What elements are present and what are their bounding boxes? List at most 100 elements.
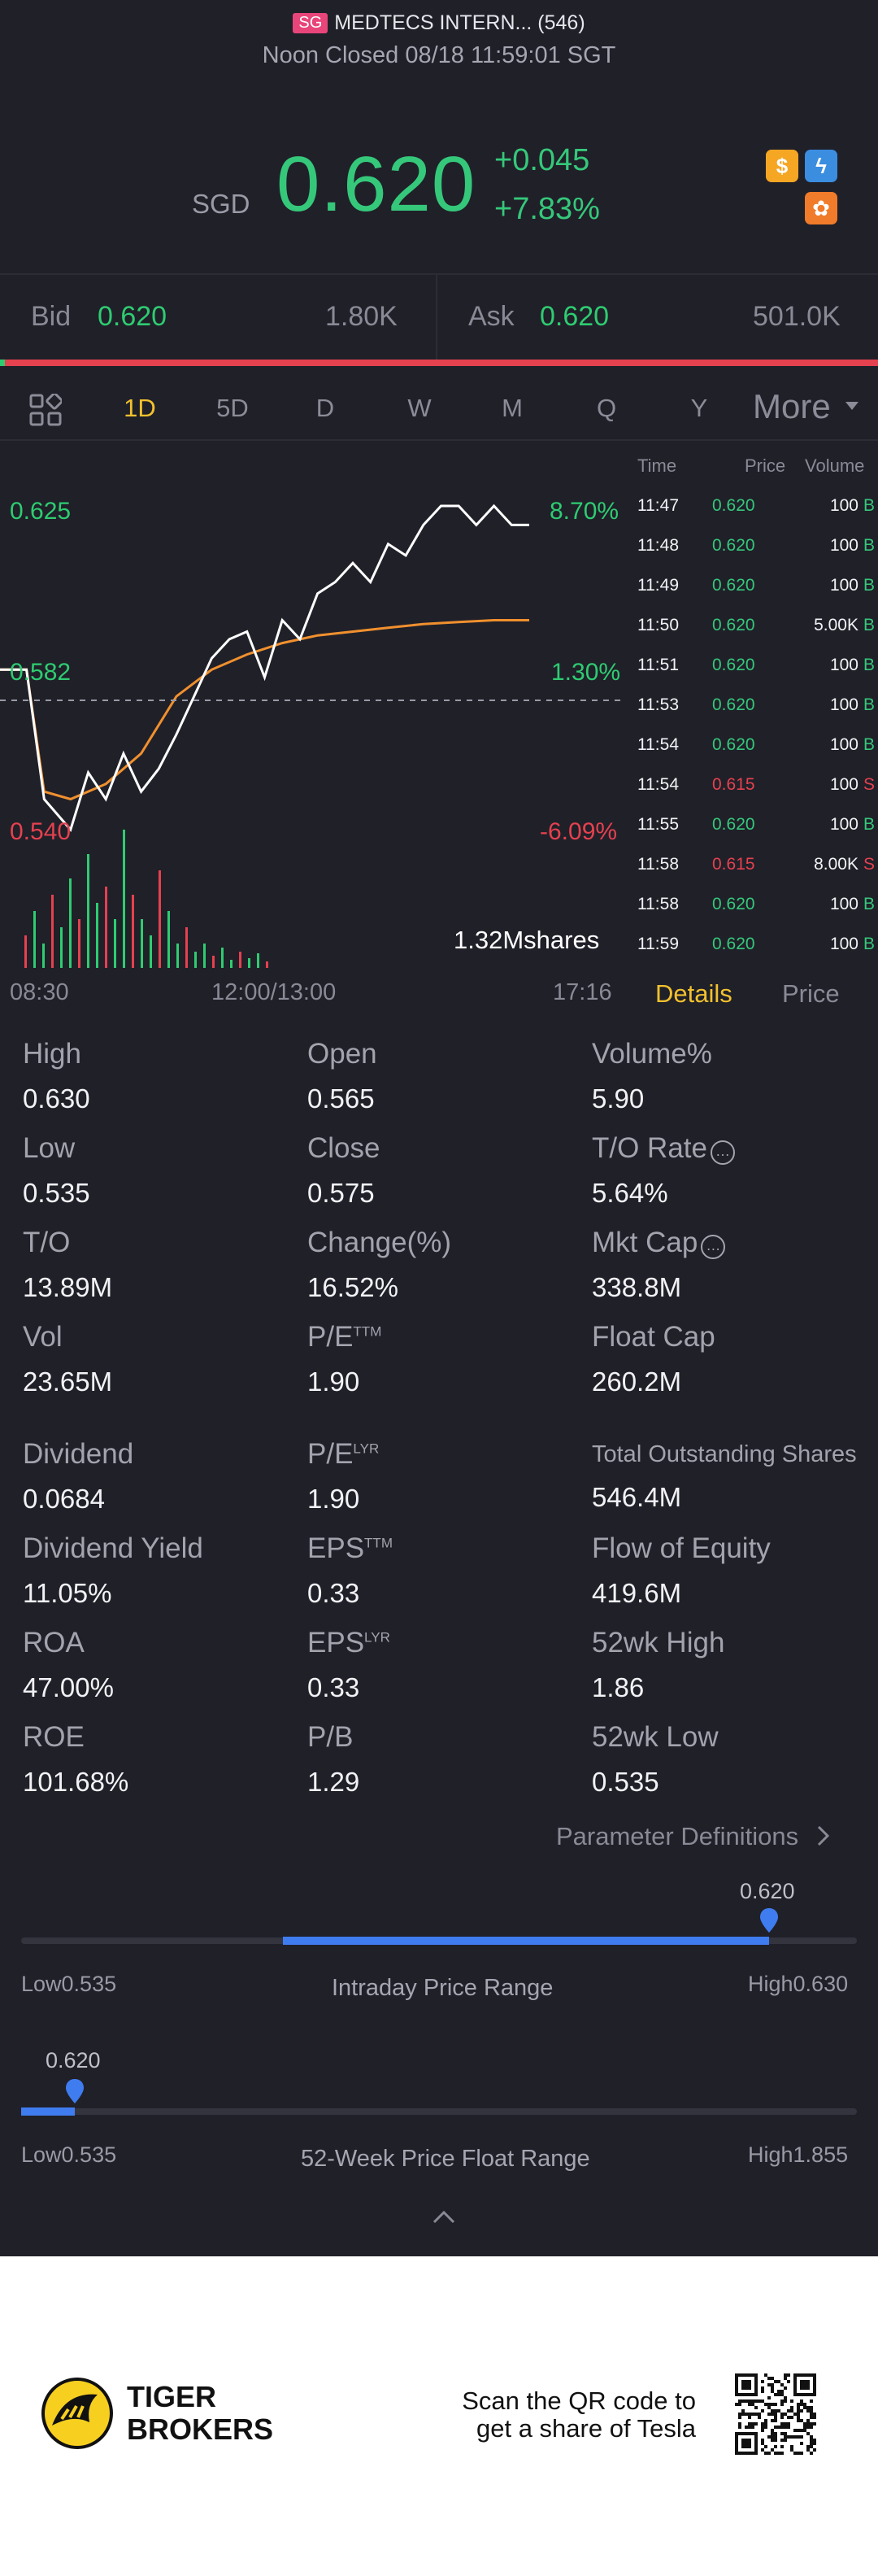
trade-side: B bbox=[863, 735, 875, 754]
tab-1d[interactable]: 1D bbox=[124, 394, 156, 422]
tab-quarter[interactable]: Q bbox=[596, 394, 617, 422]
bolt-icon[interactable]: ϟ bbox=[805, 150, 837, 182]
region-badge: SG bbox=[293, 13, 328, 33]
bid-label: Bid bbox=[31, 301, 72, 332]
stat-eps-ttm-label: EPSTTM bbox=[307, 1532, 393, 1565]
stat-close-label: Close bbox=[307, 1132, 380, 1164]
trade-price: 0.620 bbox=[712, 815, 755, 834]
parameter-definitions-label: Parameter Definitions bbox=[556, 1822, 799, 1850]
info-icon[interactable]: … bbox=[701, 1235, 726, 1259]
tab-5d[interactable]: 5D bbox=[216, 394, 249, 422]
stat-pe-lyr-value: 1.90 bbox=[307, 1484, 360, 1514]
trade-row: 11:50 0.620 5.00K B bbox=[637, 616, 875, 656]
stat-to-value: 13.89M bbox=[23, 1272, 113, 1302]
tab-month[interactable]: M bbox=[502, 394, 523, 422]
stat-flow-label: Flow of Equity bbox=[592, 1532, 771, 1564]
period-tabs bbox=[0, 376, 878, 441]
qr-code-icon bbox=[735, 2373, 816, 2455]
tab-day[interactable]: D bbox=[315, 394, 335, 422]
trade-row: 11:48 0.620 100 B bbox=[637, 536, 875, 576]
stat-eps-ttm-label-text: EPS bbox=[307, 1532, 365, 1564]
trade-price: 0.620 bbox=[712, 735, 755, 754]
volume-bar bbox=[51, 895, 54, 968]
trade-row: 11:54 0.615 100 S bbox=[637, 775, 875, 815]
ask-price: 0.620 bbox=[540, 301, 610, 332]
chevron-up-icon[interactable] bbox=[431, 2208, 457, 2227]
trade-price: 0.620 bbox=[712, 576, 755, 595]
tab-price[interactable]: Price bbox=[782, 979, 840, 1008]
trade-price: 0.620 bbox=[712, 895, 755, 913]
trade-volume: 5.00K bbox=[814, 616, 858, 634]
volume-total-label: 1.32Mshares bbox=[454, 926, 600, 954]
stat-dividend-value: 0.0684 bbox=[23, 1484, 105, 1514]
stat-tos-label: Total Outstanding Shares bbox=[592, 1441, 857, 1467]
trade-price: 0.615 bbox=[712, 775, 755, 794]
volume-bar bbox=[221, 948, 224, 968]
tab-more[interactable]: More bbox=[753, 387, 831, 425]
stat-52wk-low-value: 0.535 bbox=[592, 1767, 659, 1797]
volume-bar bbox=[96, 903, 98, 968]
dollar-icon[interactable]: $ bbox=[766, 150, 798, 182]
trade-volume: 100 bbox=[829, 775, 858, 794]
week52-current-label: 0.620 bbox=[46, 2048, 101, 2073]
trade-side: B bbox=[863, 695, 875, 714]
volume-bar bbox=[141, 919, 143, 968]
stat-pe-ttm-value: 1.90 bbox=[307, 1366, 360, 1397]
volume-bar bbox=[248, 958, 250, 968]
tab-week[interactable]: W bbox=[407, 394, 432, 422]
tiger-logo-icon bbox=[41, 2378, 113, 2449]
trade-time: 11:58 bbox=[637, 895, 679, 913]
stat-low-value: 0.535 bbox=[23, 1178, 90, 1208]
stat-divyield-value: 11.05% bbox=[23, 1578, 112, 1608]
stat-volpct-value: 5.90 bbox=[592, 1083, 645, 1114]
week52-range-title: 52-Week Price Float Range bbox=[301, 2146, 590, 2172]
stat-mktcap-value: 338.8M bbox=[592, 1272, 682, 1302]
trade-side: S bbox=[863, 775, 875, 794]
ttm-superscript: TTM bbox=[353, 1323, 382, 1340]
trade-side: S bbox=[863, 855, 875, 874]
trade-price: 0.620 bbox=[712, 616, 755, 634]
layout-grid-icon[interactable] bbox=[29, 394, 62, 426]
stat-pe-lyr-label: P/ELYR bbox=[307, 1438, 379, 1471]
volume-bar bbox=[159, 870, 161, 968]
trade-volume: 100 bbox=[829, 496, 858, 515]
stat-changepct-label: Change(%) bbox=[307, 1227, 452, 1258]
ask-size: 501.0K bbox=[753, 301, 841, 332]
trade-side: B bbox=[863, 576, 875, 595]
intraday-high-label: High bbox=[748, 1972, 793, 1996]
y-high-label: 0.625 bbox=[10, 498, 72, 525]
week52-high: High1.855 bbox=[748, 2142, 848, 2168]
info-icon[interactable]: … bbox=[710, 1140, 735, 1165]
parameter-definitions-link[interactable]: Parameter Definitions bbox=[556, 1822, 832, 1851]
ttm-superscript: TTM bbox=[364, 1535, 393, 1551]
flower-icon[interactable]: ✿ bbox=[805, 192, 837, 224]
ts-header-volume: Volume bbox=[805, 455, 865, 476]
ticker-name: MEDTECS INTERN... (546) bbox=[334, 11, 585, 34]
stat-open-value: 0.565 bbox=[307, 1083, 375, 1114]
trade-time: 11:59 bbox=[637, 935, 679, 953]
tab-details[interactable]: Details bbox=[655, 979, 732, 1008]
intraday-chart[interactable] bbox=[0, 447, 634, 1000]
trade-side: B bbox=[863, 935, 875, 953]
trade-time: 11:54 bbox=[637, 735, 679, 754]
trade-side: B bbox=[863, 536, 875, 555]
stat-torate-label[interactable]: T/O Rate… bbox=[592, 1132, 735, 1165]
volume-bar bbox=[42, 944, 45, 968]
volume-bar bbox=[167, 911, 170, 968]
stat-mktcap-label[interactable]: Mkt Cap… bbox=[592, 1227, 726, 1259]
ticker-title[interactable]: SG MEDTECS INTERN... (546) bbox=[0, 11, 878, 35]
bid-ask-bar[interactable] bbox=[0, 273, 878, 361]
trade-price: 0.615 bbox=[712, 855, 755, 874]
stat-open-label: Open bbox=[307, 1038, 377, 1070]
trade-volume: 100 bbox=[829, 695, 858, 714]
trade-time: 11:49 bbox=[637, 576, 679, 595]
trade-time: 11:53 bbox=[637, 695, 679, 714]
intraday-current-label: 0.620 bbox=[740, 1879, 795, 1903]
stat-roe-value: 101.68% bbox=[23, 1767, 129, 1797]
stat-close-value: 0.575 bbox=[307, 1178, 375, 1208]
tab-year[interactable]: Y bbox=[690, 394, 708, 422]
trade-volume: 100 bbox=[829, 735, 858, 754]
volume-bar bbox=[78, 919, 80, 968]
map-pin-icon bbox=[65, 2079, 84, 2103]
trade-price: 0.620 bbox=[712, 935, 755, 953]
